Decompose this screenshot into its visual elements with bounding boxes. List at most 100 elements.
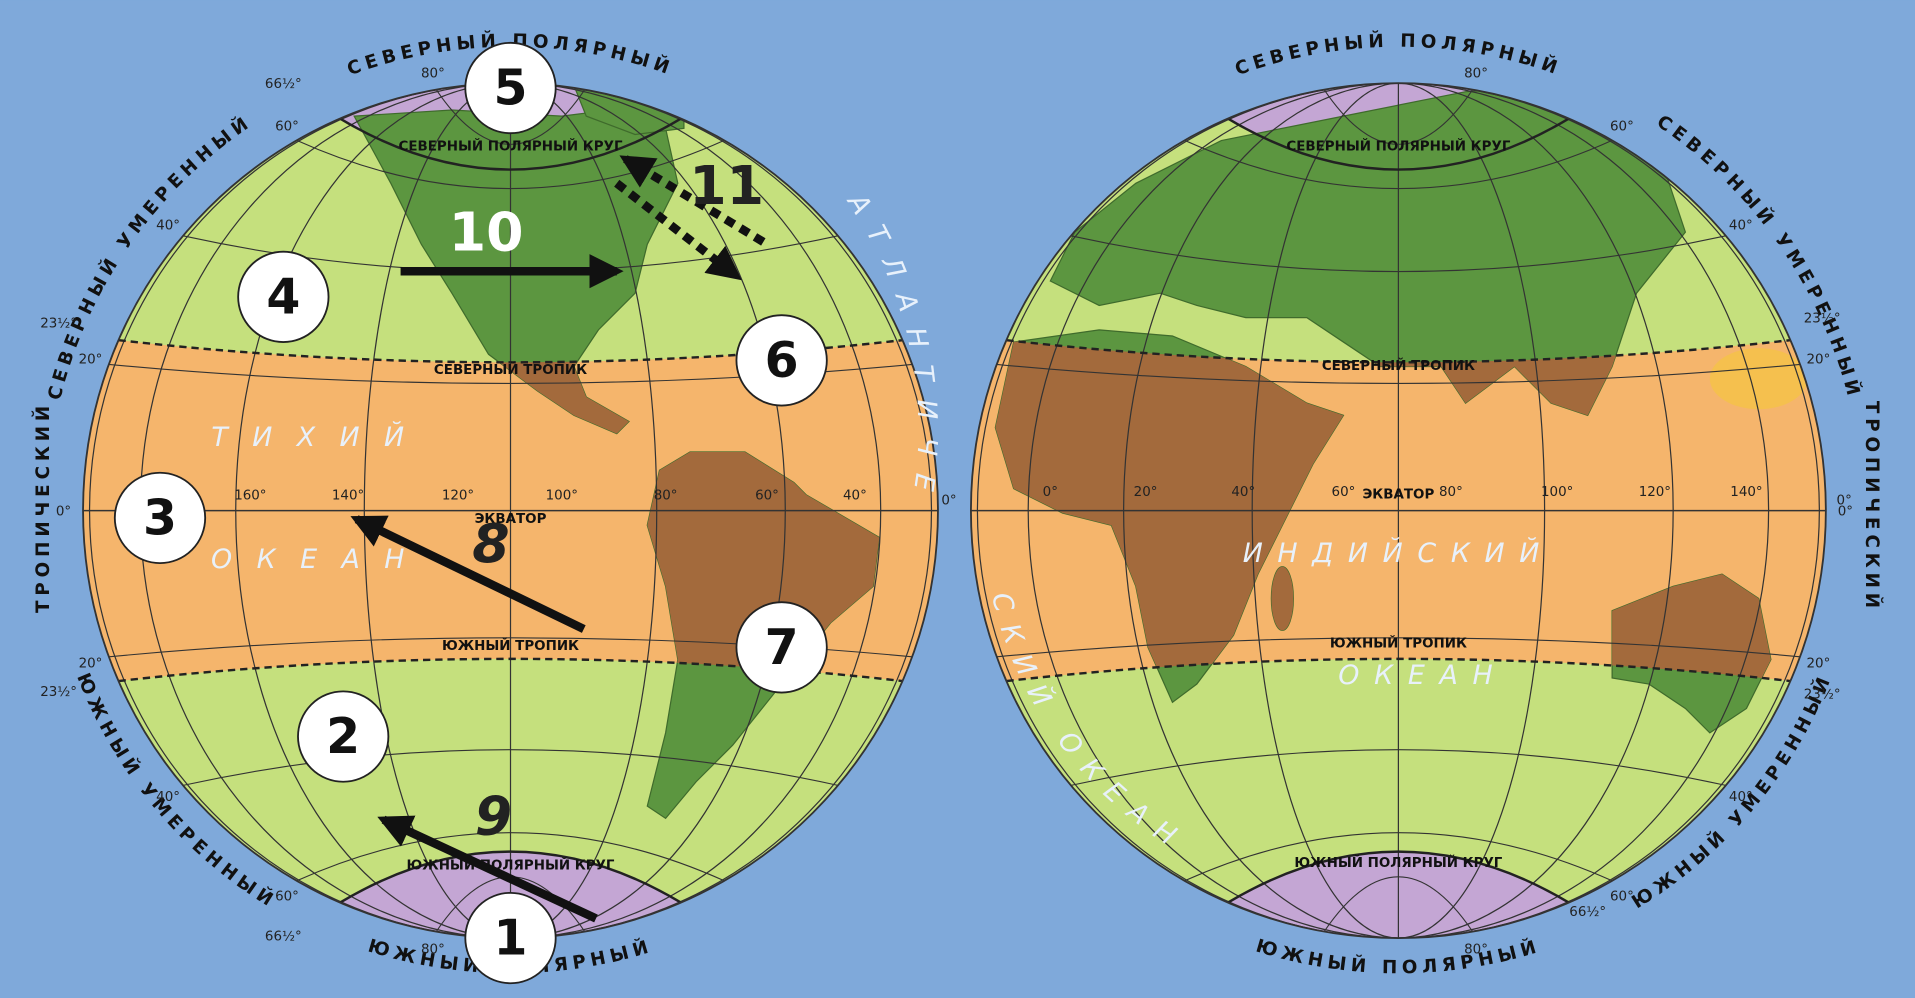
latitude-label: 23½° <box>1804 312 1841 327</box>
markers: 1 2 3 4 5 6 7 <box>113 41 828 985</box>
grid-east <box>970 83 1826 939</box>
polar-circle-line <box>1227 850 1570 904</box>
latitude-label: 66½° <box>1569 905 1606 920</box>
parallel <box>296 139 725 190</box>
latitude-label: 40° <box>1729 219 1753 234</box>
parallel <box>1070 749 1726 786</box>
parallel <box>182 749 839 786</box>
highlight <box>1709 348 1808 410</box>
marker-number: 1 <box>494 910 528 967</box>
latitude-label: 60° <box>1610 889 1634 904</box>
latitude-label: 40° <box>1729 790 1753 805</box>
parallel <box>435 89 586 145</box>
longitude-label: 40° <box>1231 485 1255 500</box>
globe-outline <box>970 82 1827 939</box>
arrow <box>350 515 586 633</box>
land-tropical <box>1270 566 1294 631</box>
longitude-label: 140° <box>332 489 364 504</box>
parallel <box>296 832 725 882</box>
latitude-label: 60° <box>275 119 299 134</box>
longitude-label: 80° <box>1439 485 1463 500</box>
line-label: СЕВЕРНЫЙ ТРОПИК <box>1322 356 1475 374</box>
parallel <box>1323 876 1474 932</box>
marker-circle <box>735 601 828 694</box>
latitude-label: 20° <box>79 352 103 367</box>
longitude-label: 120° <box>1639 485 1671 500</box>
arrow-label: 8 <box>472 512 509 575</box>
latitude-label: 66½° <box>265 77 302 92</box>
polar-circle-line <box>339 117 682 171</box>
line-label: ЭКВАТОР <box>475 512 547 527</box>
line-label: ЮЖНЫЙ ТРОПИК <box>1330 633 1467 651</box>
longitude-label: 160° <box>234 489 266 504</box>
arrow-label: 11 <box>689 154 764 217</box>
latitude-label: 66½° <box>265 930 302 945</box>
latitude-label: 20° <box>1807 657 1831 672</box>
parallel <box>996 363 1801 384</box>
marker-number: 2 <box>326 708 360 765</box>
longitude-label: 120° <box>442 489 474 504</box>
latitude-label: 23½° <box>40 316 77 331</box>
latitude-label: 0° <box>1838 504 1853 519</box>
polar-circle-line <box>339 850 682 904</box>
longitude-label: 100° <box>1541 485 1573 500</box>
longitude-label: 20° <box>1134 485 1158 500</box>
line-label: ЮЖНЫЙ ТРОПИК <box>442 636 579 654</box>
marker-number: 4 <box>266 268 300 325</box>
marker-number: 7 <box>765 619 799 676</box>
latitude-label: 20° <box>79 657 103 672</box>
longitude-label: 0° <box>941 493 956 508</box>
longitude-label: 100° <box>546 489 578 504</box>
longitude-label: 0° <box>1837 493 1852 508</box>
longitude-label: 0° <box>1043 485 1058 500</box>
arrow <box>377 815 598 923</box>
arrow-dotted <box>614 179 742 281</box>
line-label: ЮЖНЫЙ ПОЛЯРНЫЙ КРУГ <box>1294 853 1502 871</box>
longitude-label: 60° <box>755 489 779 504</box>
longitude-label: 80° <box>654 489 678 504</box>
latitude-label: 23½° <box>40 685 77 700</box>
line-label: СЕВЕРНЫЙ ПОЛЯРНЫЙ КРУГ <box>1286 136 1510 154</box>
tropic-line <box>1006 657 1791 683</box>
marker-circle <box>464 41 557 135</box>
ocean-label: ИНДИЙСКИЙ <box>1243 537 1554 569</box>
parallel <box>1323 89 1474 145</box>
line-label: ЭКВАТОР <box>1362 487 1434 502</box>
tropic-line <box>1006 338 1791 364</box>
zone-label: ТРОПИЧЕСКИЙ <box>1861 401 1883 613</box>
parallel <box>1184 139 1613 190</box>
line-label: СЕВЕРНЫЙ ПОЛЯРНЫЙ КРУГ <box>398 136 622 154</box>
longitude-label: 140° <box>1730 485 1762 500</box>
parallel <box>996 637 1801 658</box>
land-east <box>994 84 1808 734</box>
latitude-label: 80° <box>1464 67 1488 82</box>
latitude-label: 60° <box>1610 119 1634 134</box>
arrow-label: 9 <box>475 784 512 847</box>
longitude-label: 40° <box>843 489 867 504</box>
latitude-label: 80° <box>1464 942 1488 957</box>
marker-number: 5 <box>494 60 528 117</box>
zone-label: ТРОПИЧЕСКИЙ <box>32 401 54 613</box>
longitude-label: 60° <box>1332 485 1356 500</box>
parallel <box>1070 235 1726 273</box>
latitude-label: 20° <box>1807 352 1831 367</box>
ocean-label: ОКЕАН <box>1338 660 1507 691</box>
latitude-label: 60° <box>275 889 299 904</box>
arrow-label: 10 <box>449 201 524 264</box>
marker-circle <box>113 471 207 565</box>
ocean-label: ТИХИЙ <box>211 421 428 453</box>
latitude-label: 40° <box>156 790 180 805</box>
marker-number: 3 <box>143 489 177 546</box>
latitude-label: 0° <box>56 504 71 519</box>
line-label: ЮЖНЫЙ ПОЛЯРНЫЙ КРУГ <box>407 856 615 874</box>
marker-circle <box>237 250 330 343</box>
ocean-label: ОКЕАН <box>211 544 429 575</box>
parallel <box>1184 832 1613 882</box>
latitude-label: 23½° <box>1804 688 1841 703</box>
arrows <box>350 155 766 923</box>
latitude-label: 80° <box>421 67 445 82</box>
arrow-dotted <box>619 155 766 246</box>
polar-circle-line <box>1227 117 1570 171</box>
